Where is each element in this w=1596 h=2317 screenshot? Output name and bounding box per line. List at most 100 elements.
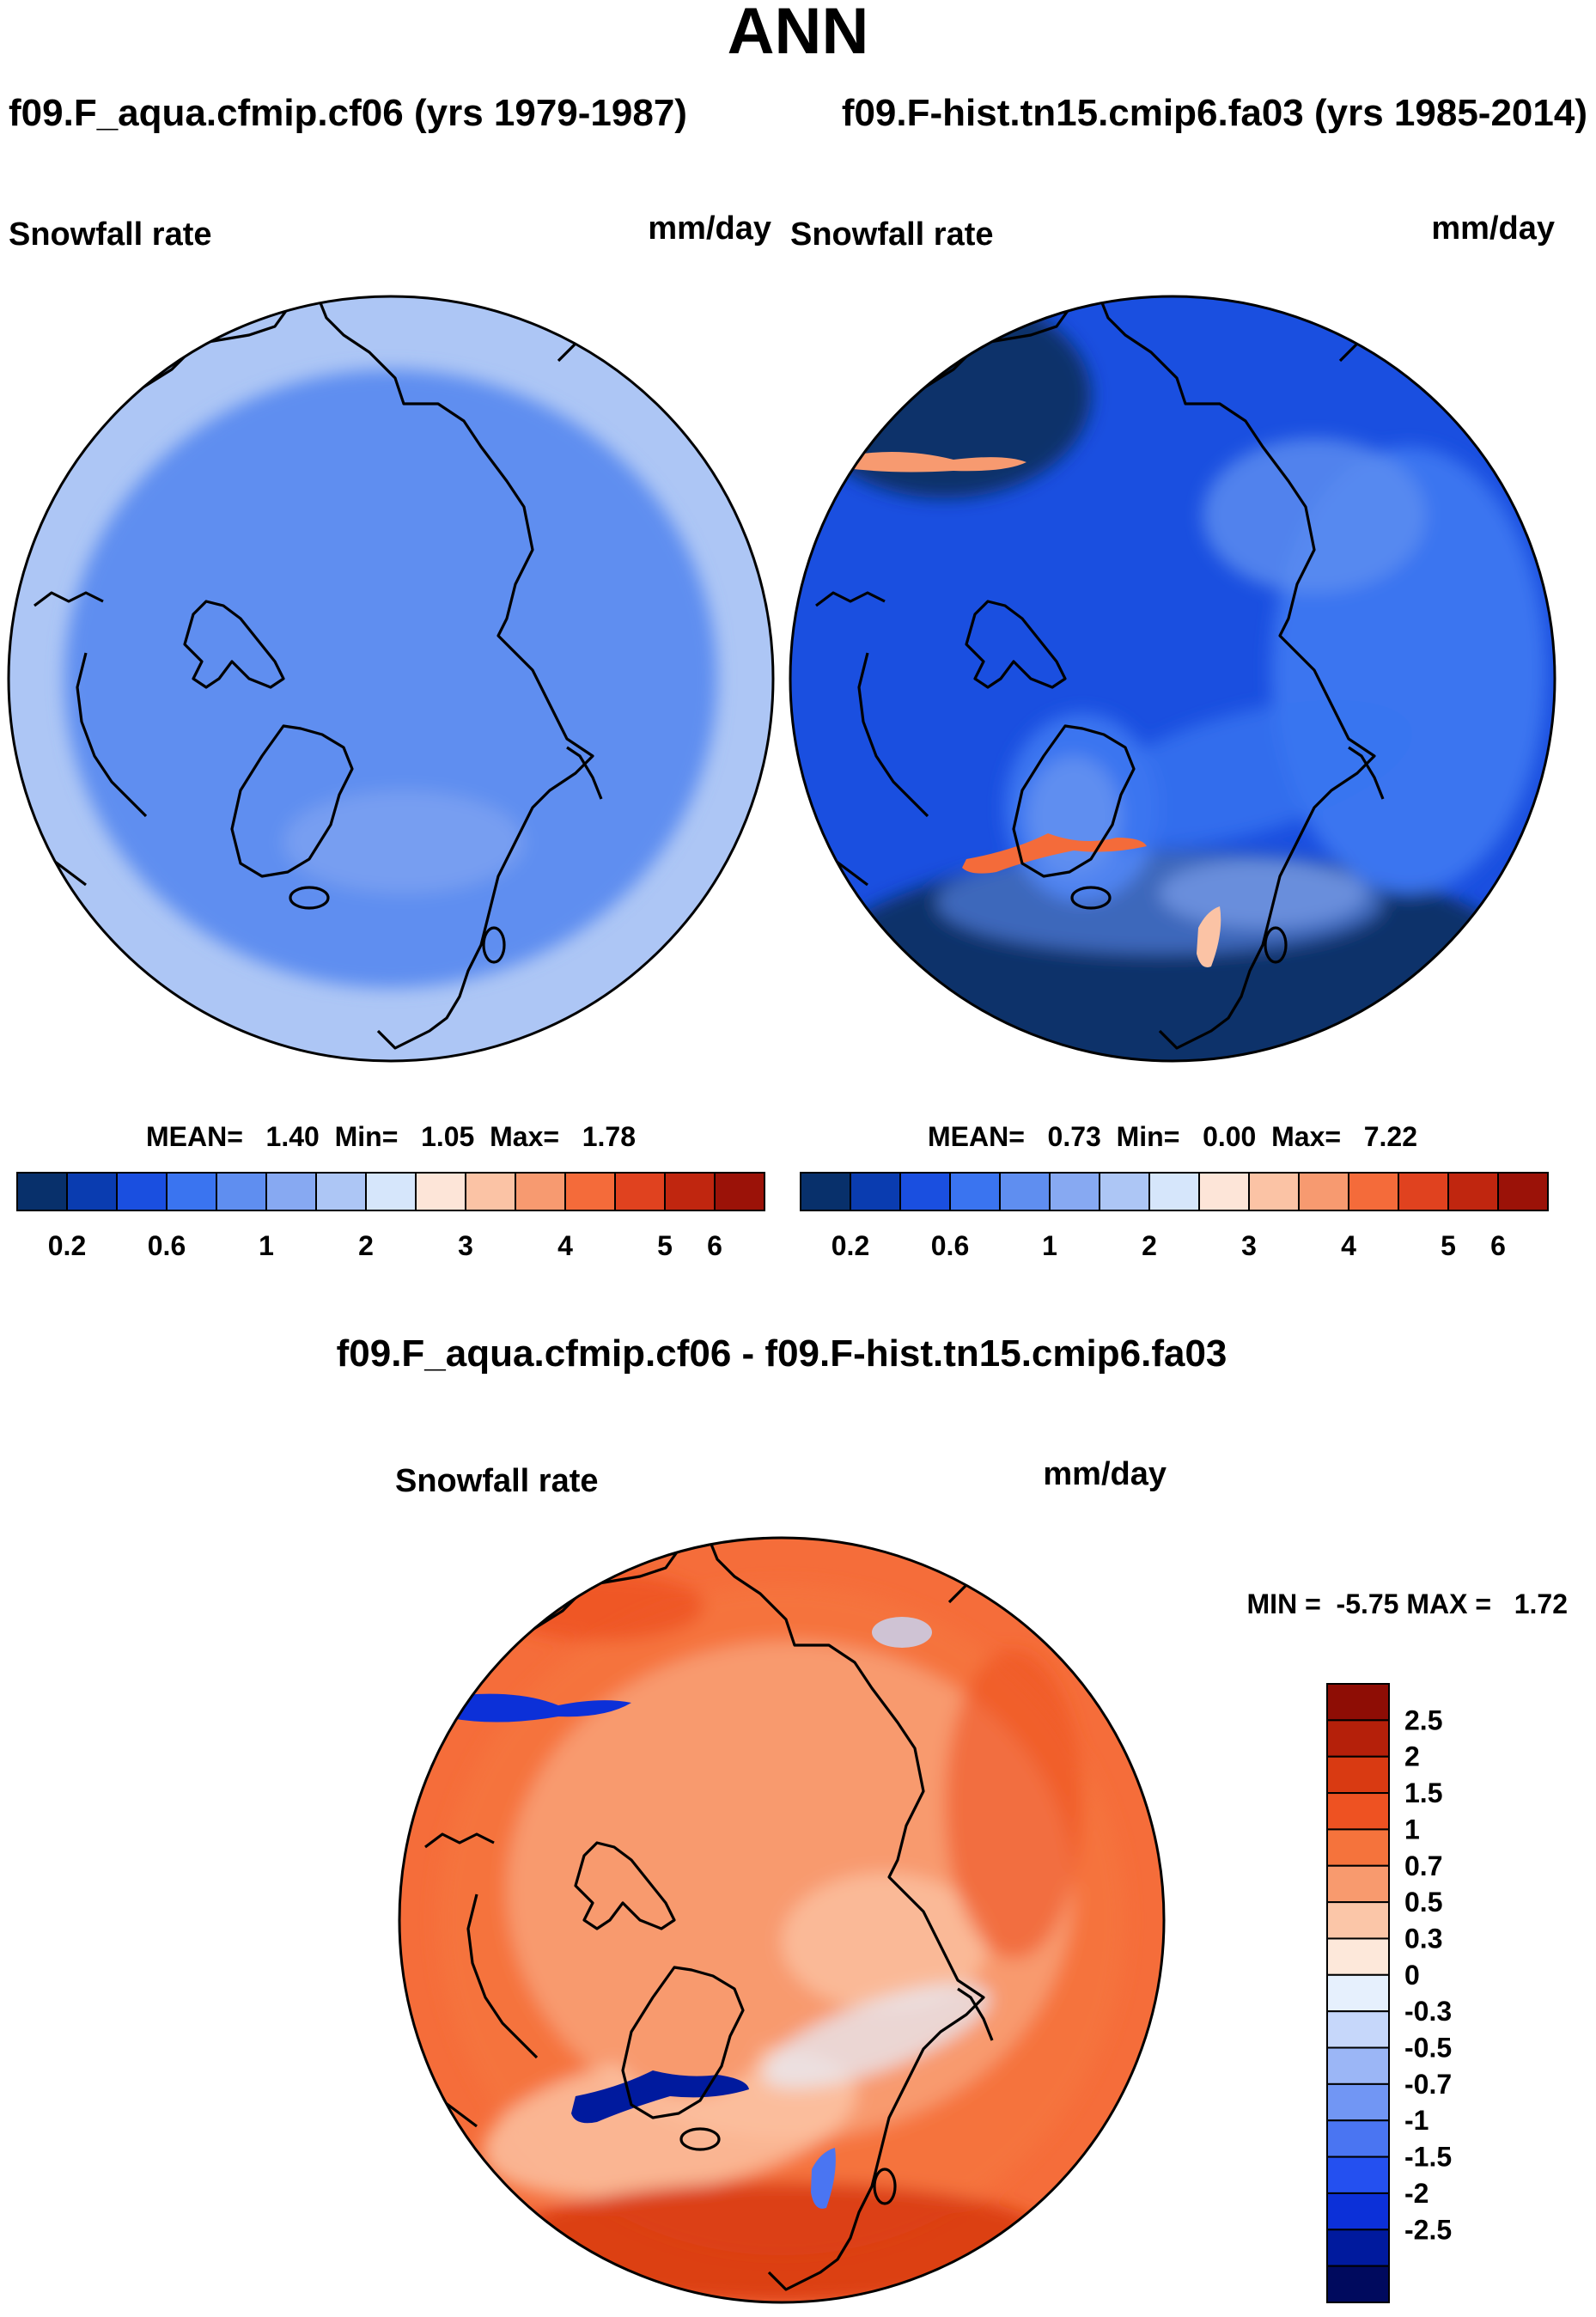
panel-b-variable: Snowfall rate — [790, 216, 994, 253]
diff-colorbar-swatch-8 — [1326, 1973, 1390, 2013]
panel-b-colorbar-swatch-12 — [1398, 1172, 1449, 1211]
diff-variable: Snowfall rate — [395, 1463, 599, 1499]
panel-b-colorbar-swatch-8 — [1198, 1172, 1250, 1211]
diff-colorbar-swatch-13 — [1326, 2155, 1390, 2194]
panel-a-colorbar-tick-7: 6 — [707, 1230, 722, 1261]
diff-colorbar-tick-8: -0.3 — [1404, 1996, 1452, 2027]
diff-header: f09.F_aqua.cfmip.cf06 - f09.F-hist.tn15.… — [337, 1332, 1227, 1375]
diff-colorbar-tick-3: 1 — [1404, 1814, 1420, 1844]
panel-c-contour-4 — [782, 1873, 988, 2010]
panel-a-colorbar-swatch-8 — [415, 1172, 466, 1211]
diff-colorbar-swatch-14 — [1326, 2192, 1390, 2231]
panel-b-colorbar-tick-2: 1 — [1042, 1230, 1057, 1261]
panel-a-colorbar-swatch-9 — [465, 1172, 516, 1211]
panel-a-map-border — [7, 295, 775, 1063]
panel-b-map-border — [789, 295, 1556, 1063]
panel-a-colorbar-tick-3: 2 — [358, 1230, 374, 1261]
panel-c-contour-10 — [447, 1693, 631, 1723]
diff-colorbar-swatch-1 — [1326, 1719, 1390, 1758]
panel-b-colorbar-swatch-5 — [1049, 1172, 1100, 1211]
panel-a-colorbar-swatch-14 — [714, 1172, 765, 1211]
panel-a-colorbar-tick-6: 5 — [657, 1230, 673, 1261]
panel-c-contour-13 — [872, 1617, 932, 1648]
diff-units: mm/day — [1043, 1456, 1167, 1492]
diff-colorbar-tick-6: 0.3 — [1404, 1923, 1442, 1954]
panel-a-colorbar-swatch-1 — [66, 1172, 118, 1211]
panel-b-colorbar-swatch-3 — [949, 1172, 1001, 1211]
panel-b-map — [790, 296, 1555, 1061]
panel-a-colorbar-swatch-5 — [265, 1172, 317, 1211]
diff-colorbar-tick-12: -1.5 — [1404, 2142, 1452, 2173]
panel-b-colorbar-swatch-6 — [1099, 1172, 1150, 1211]
panel-b-colorbar-swatch-13 — [1447, 1172, 1499, 1211]
panel-a-header: f09.F_aqua.cfmip.cf06 (yrs 1979-1987) — [9, 92, 687, 134]
panel-a-colorbar-swatch-3 — [166, 1172, 217, 1211]
diff-colorbar-swatch-15 — [1326, 2229, 1390, 2267]
panel-c-contour-8 — [945, 1649, 1082, 1959]
diff-colorbar-tick-10: -0.7 — [1404, 2069, 1452, 2100]
panel-b-colorbar-tick-5: 4 — [1341, 1230, 1356, 1261]
panel-b-contour-8 — [1160, 859, 1366, 928]
panel-a-colorbar-tick-5: 4 — [557, 1230, 573, 1261]
diff-colorbar-tick-9: -0.5 — [1404, 2033, 1452, 2064]
panel-a-colorbar-swatch-4 — [216, 1172, 267, 1211]
panel-b-colorbar-tick-0: 0.2 — [832, 1230, 869, 1261]
diff-colorbar-tick-2: 1.5 — [1404, 1777, 1442, 1808]
diff-colorbar-tick-14: -2.5 — [1404, 2214, 1452, 2245]
panel-b-contour-9 — [846, 452, 1026, 473]
diff-colorbar-swatch-11 — [1326, 2082, 1390, 2122]
diff-minmax: MIN = -5.75 MAX = 1.72 — [1247, 1588, 1568, 1619]
panel-a-colorbar-swatch-0 — [16, 1172, 68, 1211]
panel-a-colorbar-swatch-6 — [315, 1172, 367, 1211]
diff-colorbar-tick-1: 2 — [1404, 1741, 1420, 1772]
panel-a-colorbar-tick-4: 3 — [458, 1230, 473, 1261]
panel-a-colorbar-swatch-10 — [515, 1172, 566, 1211]
diff-colorbar-swatch-6 — [1326, 1901, 1390, 1940]
panel-a-contour-fields — [64, 369, 717, 988]
panel-a-colorbar-swatch-11 — [564, 1172, 616, 1211]
panel-c-contour-6 — [507, 2182, 1057, 2302]
panel-a-variable: Snowfall rate — [9, 216, 212, 253]
diff-colorbar-tick-5: 0.5 — [1404, 1887, 1442, 1918]
diff-colorbar-swatch-7 — [1326, 1937, 1390, 1976]
diff-colorbar-swatch-5 — [1326, 1864, 1390, 1904]
panel-a-colorbar-swatch-12 — [614, 1172, 666, 1211]
diff-colorbar-swatch-0 — [1326, 1683, 1390, 1722]
panel-b-colorbar-tick-6: 5 — [1441, 1230, 1456, 1261]
panel-b-colorbar-swatch-2 — [899, 1172, 951, 1211]
panel-a-colorbar-swatch-13 — [664, 1172, 716, 1211]
panel-a-colorbar-swatch-2 — [116, 1172, 168, 1211]
panel-c-map — [399, 1538, 1164, 2302]
panel-c-contour-3 — [483, 2046, 857, 2198]
panel-b-colorbar-tick-7: 6 — [1490, 1230, 1506, 1261]
panel-a-map — [9, 296, 773, 1061]
diff-colorbar-swatch-9 — [1326, 2010, 1390, 2049]
panel-b-units: mm/day — [1431, 210, 1555, 247]
diff-colorbar-swatch-12 — [1326, 2119, 1390, 2158]
panel-b-colorbar-swatch-9 — [1248, 1172, 1300, 1211]
panel-a-colorbar-tick-2: 1 — [259, 1230, 274, 1261]
panel-a-colorbar-tick-0: 0.2 — [48, 1230, 86, 1261]
panel-a-stats: MEAN= 1.40 Min= 1.05 Max= 1.78 — [146, 1121, 636, 1152]
panel-b-colorbar-tick-3: 2 — [1142, 1230, 1157, 1261]
panel-b-colorbar-swatch-7 — [1148, 1172, 1200, 1211]
panel-c-contour-11 — [571, 2070, 749, 2124]
diff-colorbar-swatch-10 — [1326, 2046, 1390, 2085]
panel-b-colorbar-swatch-0 — [800, 1172, 851, 1211]
panel-b-colorbar-swatch-4 — [999, 1172, 1051, 1211]
panel-b-header: f09.F-hist.tn15.cmip6.fa03 (yrs 1985-201… — [842, 92, 1587, 134]
panel-b-stats: MEAN= 0.73 Min= 0.00 Max= 7.22 — [928, 1121, 1417, 1152]
diff-colorbar-swatch-16 — [1326, 2265, 1390, 2303]
diff-colorbar-tick-11: -1 — [1404, 2105, 1428, 2136]
panel-a-contour-3 — [283, 790, 524, 893]
panel-b-contour-12 — [1197, 906, 1221, 967]
panel-b-contour-4 — [1078, 699, 1413, 847]
main-title: ANN — [728, 0, 869, 68]
diff-colorbar-tick-7: 0 — [1404, 1960, 1420, 1991]
diff-colorbar-swatch-4 — [1326, 1828, 1390, 1867]
diff-colorbar-swatch-2 — [1326, 1755, 1390, 1795]
diff-colorbar-tick-0: 2.5 — [1404, 1704, 1442, 1735]
panel-c-contour-fields — [438, 1572, 1125, 2302]
